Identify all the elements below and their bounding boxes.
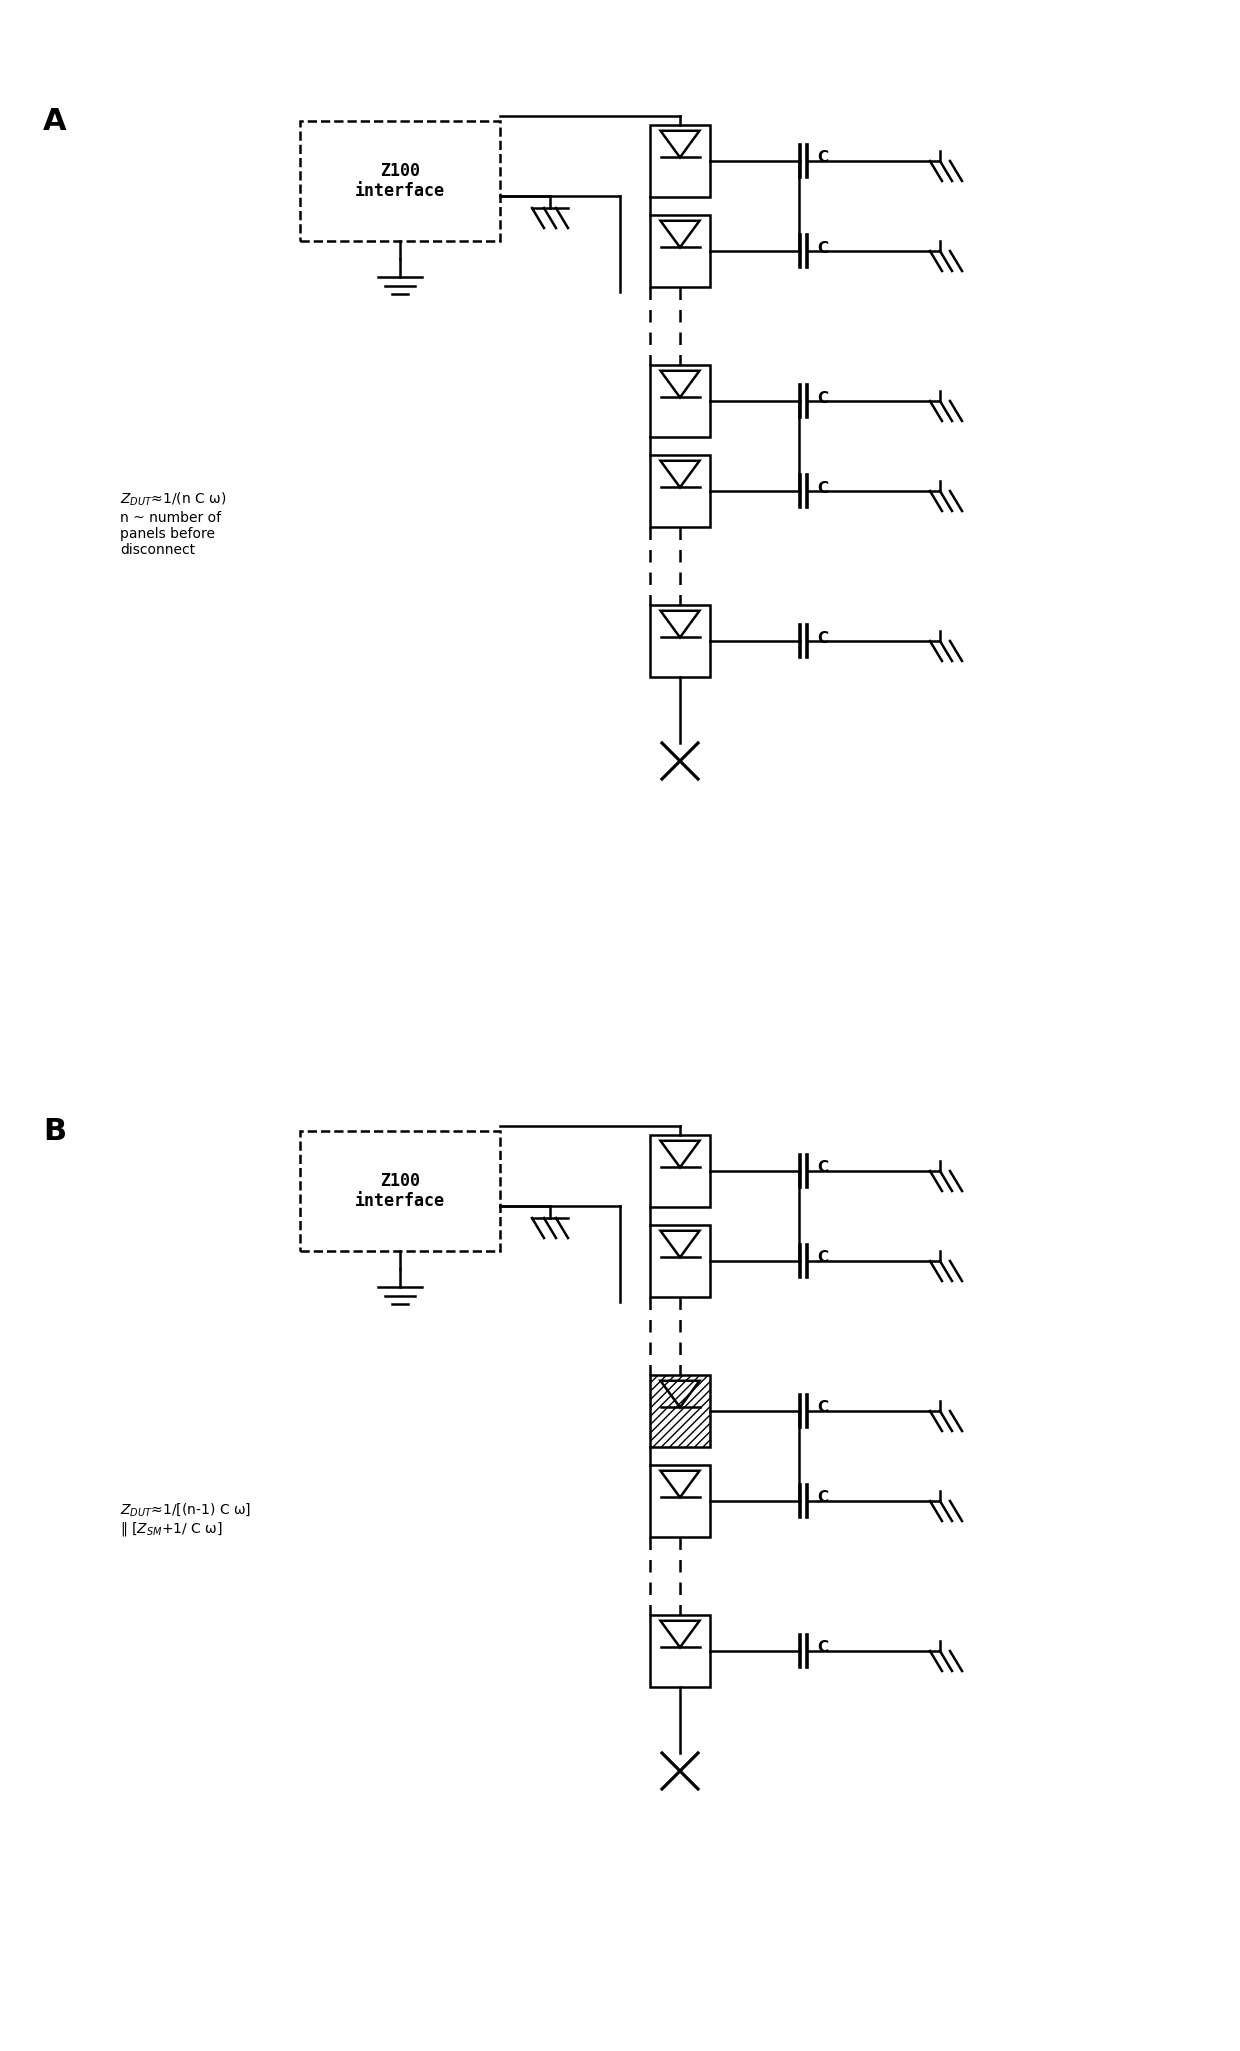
- Bar: [650, 365, 711, 437]
- Text: $Z_{DUT}$≈1/[(n-1) C ω]
‖ [$Z_{SM}$+1/ C ω]: $Z_{DUT}$≈1/[(n-1) C ω] ‖ [$Z_{SM}$+1/ C…: [120, 1501, 252, 1538]
- Bar: [650, 1374, 711, 1448]
- Text: $Z_{DUT}$≈1/(n C ω)
n ~ number of
panels before
disconnect: $Z_{DUT}$≈1/(n C ω) n ~ number of panels…: [120, 490, 227, 558]
- Bar: [650, 1224, 711, 1296]
- Text: C: C: [817, 1161, 828, 1175]
- Text: C: C: [817, 240, 828, 256]
- Bar: [300, 1130, 500, 1251]
- Bar: [650, 605, 711, 677]
- Text: C: C: [817, 150, 828, 166]
- Bar: [650, 125, 711, 197]
- Bar: [650, 1134, 711, 1206]
- Text: C: C: [817, 1641, 828, 1655]
- Text: Z100
interface: Z100 interface: [355, 162, 445, 201]
- Bar: [650, 215, 711, 287]
- Text: A: A: [43, 107, 67, 135]
- Text: C: C: [817, 630, 828, 646]
- Text: C: C: [817, 390, 828, 406]
- Text: C: C: [817, 1491, 828, 1505]
- Bar: [300, 121, 500, 242]
- Bar: [650, 1374, 711, 1448]
- Bar: [650, 1464, 711, 1536]
- Text: Z100
interface: Z100 interface: [355, 1171, 445, 1210]
- Text: C: C: [817, 1401, 828, 1415]
- Text: C: C: [817, 480, 828, 496]
- Bar: [650, 1614, 711, 1688]
- Text: B: B: [43, 1116, 67, 1147]
- Text: C: C: [817, 1251, 828, 1265]
- Bar: [650, 455, 711, 527]
